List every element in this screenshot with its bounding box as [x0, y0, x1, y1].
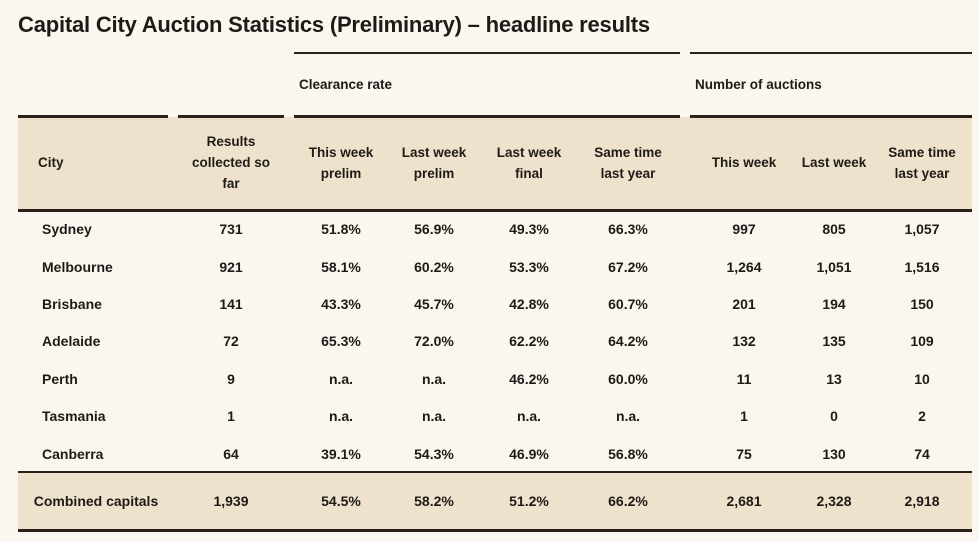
- cell-na-this-week: 201: [732, 295, 756, 312]
- cell-cr-this-week: 51.8%: [321, 221, 361, 238]
- cell-cr-same-time: 60.7%: [608, 295, 648, 312]
- col-header-results: Results collected so far: [191, 134, 271, 191]
- cell-city: Tasmania: [42, 408, 106, 425]
- cell-cr-last-final: n.a.: [516, 408, 542, 425]
- cell-cr-same-time: 60.0%: [608, 370, 648, 387]
- total-cell-na-same-time: 2,918: [904, 493, 940, 509]
- cell-na-this-week: 1: [740, 408, 748, 425]
- cell-cr-last-prelim: 60.2%: [414, 258, 454, 275]
- cell-na-this-week: 1,264: [726, 258, 762, 275]
- total-cell-na-last-week: 2,328: [816, 493, 852, 509]
- cell-results: 64: [223, 445, 239, 462]
- cell-cr-this-week: 39.1%: [321, 445, 361, 462]
- total-band: [18, 473, 972, 530]
- cell-cr-last-final: 53.3%: [509, 258, 549, 275]
- cell-na-this-week: 75: [736, 445, 752, 462]
- col-header-cr-last-final: Last week final: [496, 144, 562, 181]
- total-top-rule: [18, 471, 972, 474]
- cell-na-same-time: 2: [918, 408, 926, 425]
- cell-na-last-week: 135: [822, 333, 846, 350]
- cell-cr-last-prelim: 56.9%: [414, 221, 454, 238]
- clearance-group-label: Clearance rate: [299, 77, 393, 92]
- cell-cr-last-prelim: 54.3%: [414, 445, 454, 462]
- col-header-cr-last-prelim: Last week prelim: [401, 144, 467, 181]
- cell-na-last-week: 1,051: [816, 258, 852, 275]
- cell-na-last-week: 194: [822, 295, 846, 312]
- cell-cr-last-final: 46.2%: [509, 370, 549, 387]
- cell-na-same-time: 74: [914, 445, 930, 462]
- total-cell-cr-same-time: 66.2%: [608, 493, 648, 509]
- cell-na-this-week: 11: [736, 370, 752, 387]
- cell-na-same-time: 1,057: [904, 221, 940, 238]
- clearance-group-rule: [294, 52, 680, 54]
- cell-city: Canberra: [42, 445, 104, 462]
- cell-results: 141: [219, 295, 243, 312]
- total-cell-cr-this-week: 54.5%: [321, 493, 361, 509]
- cell-cr-last-final: 46.9%: [509, 445, 549, 462]
- col-header-cr-this-week: This week prelim: [308, 144, 374, 181]
- cell-na-same-time: 10: [914, 370, 930, 387]
- total-bottom-rule: [18, 529, 972, 532]
- total-cell-cr-last-prelim: 58.2%: [414, 493, 454, 509]
- total-cell-results: 1,939: [213, 493, 249, 509]
- cell-cr-this-week: n.a.: [328, 370, 354, 387]
- total-cell-na-this-week: 2,681: [726, 493, 762, 509]
- cell-na-same-time: 1,516: [904, 258, 940, 275]
- cell-na-same-time: 109: [910, 333, 934, 350]
- cell-city: Melbourne: [42, 258, 113, 275]
- cell-city: Brisbane: [42, 295, 102, 312]
- cell-cr-last-final: 42.8%: [509, 295, 549, 312]
- col-header-na-this-week: This week: [711, 155, 777, 171]
- cell-na-same-time: 150: [910, 295, 934, 312]
- total-cell-city: Combined capitals: [33, 493, 159, 509]
- header-bottom-rule: [18, 209, 972, 212]
- cell-cr-last-prelim: 45.7%: [414, 295, 454, 312]
- header-rule: [178, 115, 284, 118]
- cell-cr-this-week: 65.3%: [321, 333, 361, 350]
- cell-results: 1: [227, 408, 235, 425]
- cell-cr-this-week: 43.3%: [321, 295, 361, 312]
- cell-results: 9: [227, 370, 235, 387]
- cell-cr-last-prelim: n.a.: [421, 408, 447, 425]
- cell-city: Sydney: [42, 221, 92, 238]
- cell-cr-same-time: n.a.: [615, 408, 641, 425]
- cell-city: Perth: [42, 370, 78, 387]
- cell-na-last-week: 0: [830, 408, 838, 425]
- cell-cr-same-time: 66.3%: [608, 221, 648, 238]
- cell-na-last-week: 13: [826, 370, 842, 387]
- cell-cr-this-week: 58.1%: [321, 258, 361, 275]
- auctions-group-rule: [690, 52, 972, 54]
- cell-cr-last-final: 62.2%: [509, 333, 549, 350]
- cell-na-this-week: 132: [732, 333, 756, 350]
- auctions-group-label: Number of auctions: [695, 77, 822, 92]
- total-cell-cr-last-final: 51.2%: [509, 493, 549, 509]
- cell-na-this-week: 997: [732, 221, 756, 238]
- cell-na-last-week: 805: [822, 221, 846, 238]
- header-rule: [294, 115, 680, 118]
- cell-cr-same-time: 56.8%: [608, 445, 648, 462]
- cell-results: 921: [219, 258, 243, 275]
- cell-na-last-week: 130: [822, 445, 846, 462]
- cell-cr-same-time: 64.2%: [608, 333, 648, 350]
- cell-cr-last-prelim: 72.0%: [414, 333, 454, 350]
- header-rule: [18, 115, 168, 118]
- cell-results: 731: [219, 221, 243, 238]
- cell-cr-last-prelim: n.a.: [421, 370, 447, 387]
- page-title: Capital City Auction Statistics (Prelimi…: [18, 12, 650, 37]
- col-header-cr-same-time: Same time last year: [594, 144, 662, 181]
- cell-results: 72: [223, 333, 239, 350]
- cell-cr-same-time: 67.2%: [608, 258, 648, 275]
- cell-cr-last-final: 49.3%: [509, 221, 549, 238]
- col-header-na-same-time: Same time last year: [888, 144, 956, 181]
- header-band: [18, 117, 972, 210]
- cell-cr-this-week: n.a.: [328, 408, 354, 425]
- col-header-city: City: [38, 155, 64, 171]
- header-rule: [690, 115, 972, 118]
- col-header-na-last-week: Last week: [801, 155, 867, 171]
- cell-city: Adelaide: [42, 333, 101, 350]
